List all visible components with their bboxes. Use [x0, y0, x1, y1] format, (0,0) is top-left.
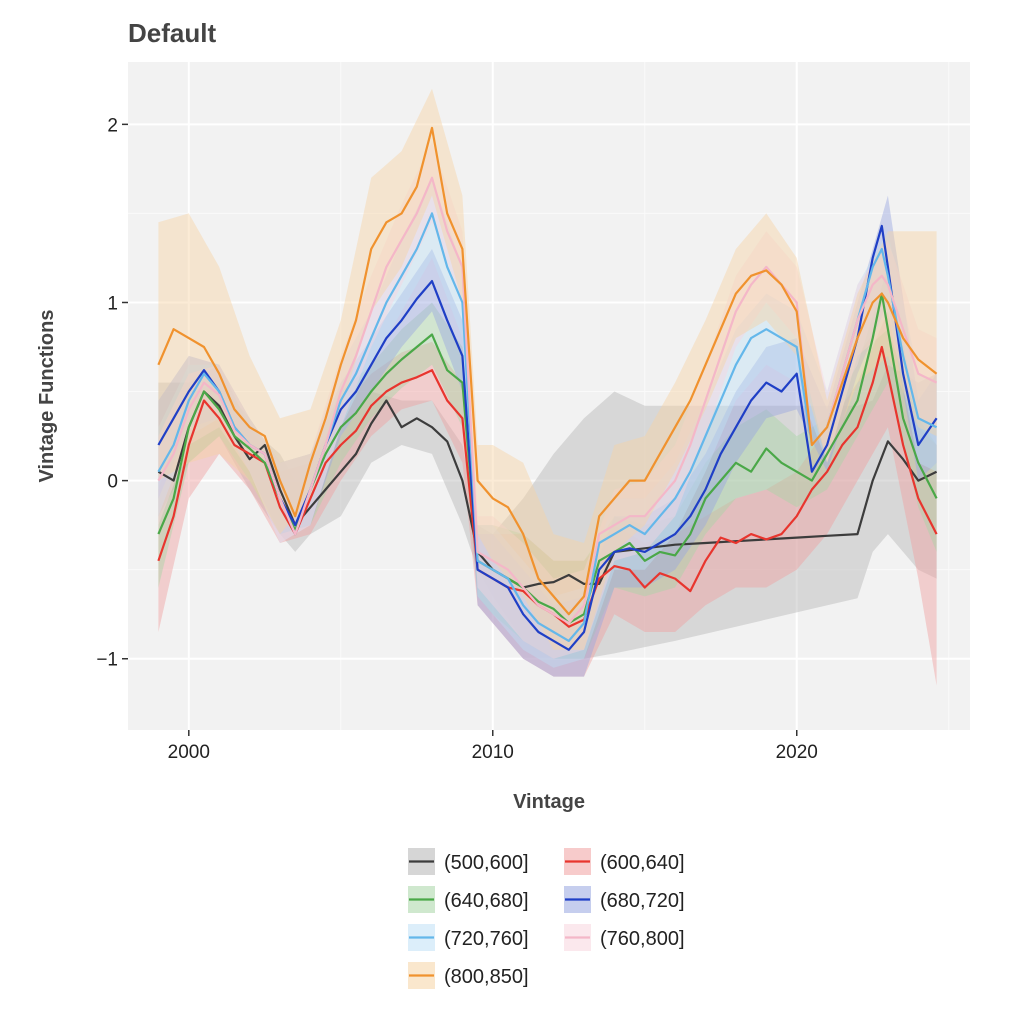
legend-label: (680,720] [600, 890, 685, 912]
legend-label: (600,640] [600, 852, 685, 874]
y-axis-title: Vintage Functions [36, 310, 58, 483]
legend-item: (680,720] [564, 886, 685, 913]
legend-item: (720,760] [408, 924, 529, 951]
legend-label: (720,760] [444, 928, 529, 950]
grid [128, 62, 970, 730]
x-tick-label: 2020 [776, 742, 818, 763]
chart-title: Default [128, 18, 216, 48]
series-lines [157, 126, 938, 651]
legend-label: (500,600] [444, 852, 529, 874]
legend-label: (800,850] [444, 966, 529, 988]
legend-item: (760,800] [564, 924, 685, 951]
x-axis-title: Vintage [513, 791, 585, 813]
x-tick-label: 2010 [472, 742, 514, 763]
series-band-1 [158, 311, 937, 686]
y-tick-label: 0 [107, 472, 118, 493]
series-band-6 [158, 88, 937, 650]
plot-panel [128, 62, 970, 730]
series-band-5 [158, 142, 937, 659]
x-axis: 2000 2010 2020 [168, 730, 818, 763]
legend-item: (600,640] [564, 848, 685, 875]
y-tick-label: −1 [96, 650, 118, 671]
confidence-bands [158, 88, 937, 686]
y-tick-label: 2 [107, 115, 118, 136]
legend-label: (640,680] [444, 890, 529, 912]
legend-item: (500,600] [408, 848, 529, 875]
series-line-6 [157, 126, 938, 616]
series-line-0 [157, 390, 938, 589]
legend-label: (760,800] [600, 928, 685, 950]
x-tick-label: 2000 [168, 742, 210, 763]
y-axis: −1 0 1 2 [96, 115, 128, 671]
series-line-3 [157, 224, 938, 651]
legend: (500,600] (600,640] (640,680] (680,720] (720… [408, 848, 685, 989]
legend-item: (640,680] [408, 886, 529, 913]
y-tick-label: 1 [107, 293, 118, 314]
series-band-0 [158, 364, 937, 659]
legend-item: (800,850] [408, 962, 529, 989]
